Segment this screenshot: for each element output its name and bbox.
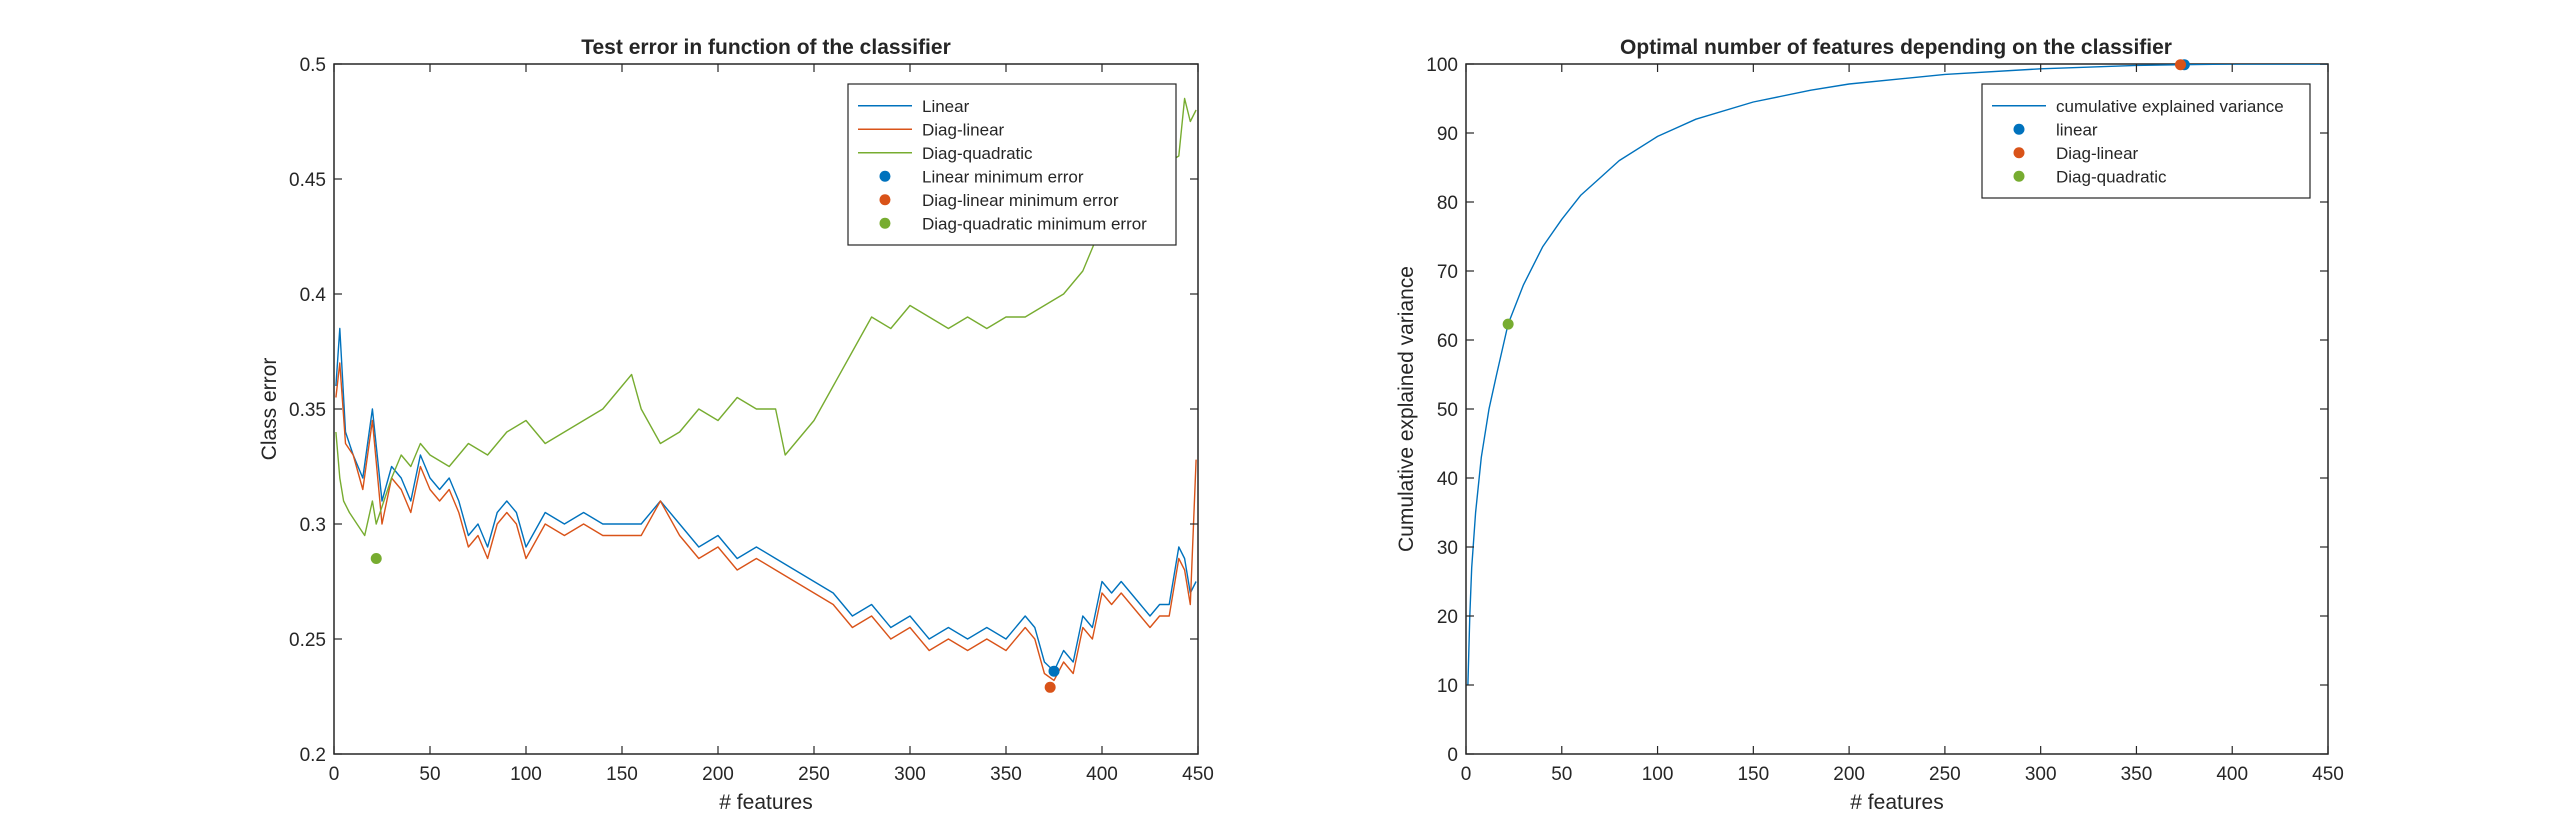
legend-label: Diag-quadratic xyxy=(922,144,1033,163)
x-tick-label: 200 xyxy=(1833,764,1865,785)
axis-ticks: 0 50 100 150 200 250 300 350 400 450 0 10 20 30 40 50 60… xyxy=(1426,55,2344,785)
test-error-chart: Test error in function of the classifier… xyxy=(258,36,1214,814)
feature-variance-chart: Optimal number of features depending on … xyxy=(1395,36,2344,814)
y-tick-label: 0.2 xyxy=(300,745,326,766)
marker-diag-quadratic xyxy=(1502,318,1514,330)
legend: cumulative explained variance linear Diag-… xyxy=(1981,83,2311,199)
x-tick-label: 50 xyxy=(419,764,440,785)
y-tick-label: 40 xyxy=(1437,469,1458,490)
legend-swatch-marker xyxy=(879,217,891,229)
x-tick-label: 300 xyxy=(2025,764,2057,785)
y-tick-label: 30 xyxy=(1437,538,1458,559)
x-tick-label: 100 xyxy=(510,764,542,785)
y-tick-label: 20 xyxy=(1437,607,1458,628)
series-line-linear xyxy=(335,327,1197,672)
legend-label: cumulative explained variance xyxy=(2056,97,2284,116)
legend-label: Diag-linear xyxy=(2056,144,2139,163)
y-axis-label: Class error xyxy=(258,358,281,461)
axis-ticks: 0 50 100 150 200 250 300 350 400 450 0.2 0.25 0.3 0.3… xyxy=(289,55,1214,785)
x-tick-label: 400 xyxy=(1086,764,1118,785)
x-tick-label: 50 xyxy=(1551,764,1572,785)
legend-label: Linear xyxy=(922,97,970,116)
x-axis-label: # features xyxy=(719,791,812,814)
y-tick-label: 0.5 xyxy=(300,55,326,76)
chart-title: Test error in function of the classifier xyxy=(581,36,951,59)
x-tick-label: 250 xyxy=(1929,764,1961,785)
y-tick-label: 0.3 xyxy=(300,515,326,536)
series-line-diag-linear xyxy=(335,362,1197,682)
x-tick-label: 150 xyxy=(606,764,638,785)
legend-box xyxy=(1981,83,2311,199)
x-tick-label: 350 xyxy=(990,764,1022,785)
legend-label: Diag-linear xyxy=(922,120,1005,139)
y-tick-label: 0.45 xyxy=(289,170,326,191)
y-tick-label: 0.4 xyxy=(300,285,327,306)
legend-swatch-marker xyxy=(2013,147,2025,159)
legend-label: linear xyxy=(2056,120,2098,139)
legend-swatch-marker xyxy=(879,194,891,206)
y-tick-label: 90 xyxy=(1437,124,1458,145)
marker-diag-linear xyxy=(2175,59,2187,71)
y-tick-label: 60 xyxy=(1437,331,1458,352)
x-tick-label: 200 xyxy=(702,764,734,785)
x-tick-label: 350 xyxy=(2121,764,2153,785)
legend: Linear Diag-linear Diag-quadratic Linear mi… xyxy=(847,83,1177,246)
legend-swatch-marker xyxy=(2013,170,2025,182)
legend-label: Diag-quadratic minimum error xyxy=(922,214,1147,233)
x-tick-label: 400 xyxy=(2216,764,2248,785)
x-tick-label: 250 xyxy=(798,764,830,785)
y-tick-label: 0.25 xyxy=(289,630,326,651)
legend-label: Linear minimum error xyxy=(922,167,1084,186)
legend-label: Diag-quadratic xyxy=(2056,167,2167,186)
legend-swatch-marker xyxy=(879,170,891,182)
marker-diag-quadratic-minimum-error xyxy=(370,553,382,564)
x-axis-label: # features xyxy=(1850,791,1943,814)
x-tick-label: 450 xyxy=(1182,764,1214,785)
x-tick-label: 300 xyxy=(894,764,926,785)
plot-area xyxy=(335,97,1197,682)
chart-title: Optimal number of features depending on … xyxy=(1620,36,2172,59)
legend-box xyxy=(847,83,1177,246)
marker-diag-linear-minimum-error xyxy=(1044,681,1056,693)
x-tick-label: 0 xyxy=(1461,764,1472,785)
x-tick-label: 150 xyxy=(1737,764,1769,785)
legend-label: Diag-linear minimum error xyxy=(922,191,1119,210)
x-tick-label: 0 xyxy=(329,764,340,785)
series-line-diag-quadratic xyxy=(335,97,1197,537)
y-tick-label: 100 xyxy=(1426,55,1458,76)
y-tick-label: 10 xyxy=(1437,676,1458,697)
y-tick-label: 80 xyxy=(1437,193,1458,214)
y-tick-label: 70 xyxy=(1437,262,1458,283)
y-tick-label: 0.35 xyxy=(289,400,326,421)
marker-linear-minimum-error xyxy=(1048,665,1060,677)
legend-swatch-marker xyxy=(2013,123,2025,135)
y-tick-label: 0 xyxy=(1447,745,1458,766)
y-tick-label: 50 xyxy=(1437,400,1458,421)
x-tick-label: 450 xyxy=(2312,764,2344,785)
x-tick-label: 100 xyxy=(1642,764,1674,785)
y-axis-label: Cumulative explained variance xyxy=(1395,266,1418,552)
